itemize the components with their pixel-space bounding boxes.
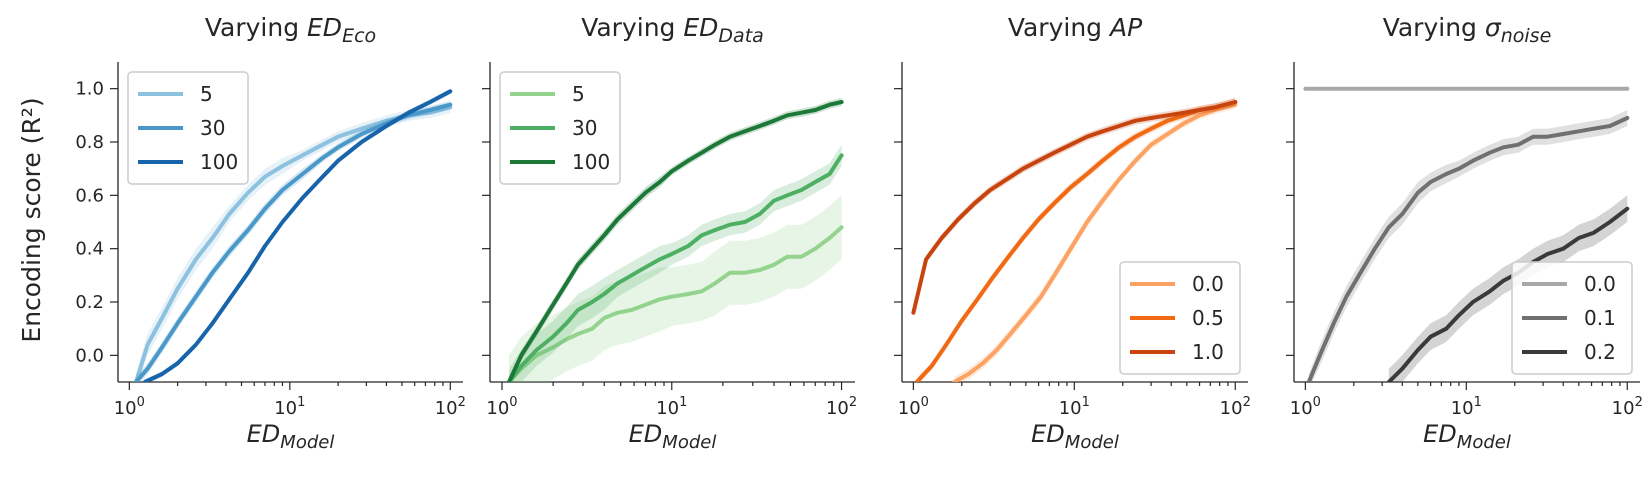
chart-panel-2: Varying EDData EDModel 100 101 102 5 30 100 [482,13,857,453]
series-line-0.1 [1306,116,1630,382]
chart-title: Varying EDEco [205,13,376,47]
series-line-5 [134,105,453,382]
series-band-5 [136,102,451,382]
x-tick-label: 100 [486,395,517,419]
x-tick-label: 101 [1451,395,1482,419]
legend-label: 30 [572,116,597,140]
chart-panel-3: Varying AP EDModel 100 101 102 0.0 0.5 1.0 [894,13,1251,453]
chart-title: Varying σnoise [1383,13,1552,47]
legend-label: 0.2 [1584,340,1616,364]
series-line-0.5 [914,100,1238,382]
x-tick-label: 100 [898,395,929,419]
plot-area [1303,86,1630,382]
series-line-0.2 [1386,206,1630,382]
chart-title: Varying EDData [581,13,764,47]
legend-label: 100 [572,150,610,174]
x-axis-label: EDModel [247,420,335,453]
legend-box [1119,261,1241,375]
y-tick-label: 0.0 [75,345,104,366]
legend-box [1511,261,1633,375]
x-axis-label: EDModel [1031,420,1119,453]
series-band-5 [509,195,842,382]
series-line-5 [507,225,844,382]
x-axis-label: EDModel [1423,420,1511,453]
series-line-100 [142,89,453,382]
series-line-100 [507,100,844,382]
legend-label: 0.0 [1192,272,1224,296]
x-tick-label: 102 [435,395,466,419]
series-band-30 [509,144,842,382]
x-tick-label: 102 [1612,395,1643,419]
legend-box [127,71,249,185]
plot-area [134,88,453,382]
legend-label: 1.0 [1192,340,1224,364]
legend-box [499,71,621,185]
legend-label: 30 [200,116,225,140]
x-tick-label: 101 [1059,395,1090,419]
y-tick-label: 0.6 [75,185,104,206]
y-axis-label: Encoding score (R²) [17,97,46,342]
plot-area [507,98,844,382]
panels: Varying EDEco EDModel 0.0 0.2 0.4 0.6 0.8 1.0 10… [75,13,1642,453]
x-tick-label: 101 [274,395,305,419]
x-tick-label: 101 [656,395,687,419]
series-line-30 [507,153,844,382]
series-line-1.0 [911,100,1238,315]
series-band-0.0 [954,100,1236,382]
plot-area [911,98,1238,382]
legend: 0.0 0.5 1.0 [1119,261,1241,375]
chart-panel-4: Varying σnoise EDModel 100 101 102 0.0 0.1 0.2 [1286,13,1643,453]
series-line-0.0 [952,102,1238,382]
legend-label: 100 [200,150,238,174]
x-tick-label: 102 [1220,395,1251,419]
legend-label: 0.5 [1192,306,1224,330]
legend-label: 5 [200,82,213,106]
y-tick-label: 1.0 [75,79,104,100]
y-tick-label: 0.4 [75,239,104,260]
chart-panel-1: Varying EDEco EDModel 0.0 0.2 0.4 0.6 0.8 1.0 10… [75,13,466,453]
legend-label: 0.0 [1584,272,1616,296]
legend-label: 0.1 [1584,306,1616,330]
x-axis-label: EDModel [629,420,717,453]
legend: 5 30 100 [127,71,249,185]
y-tick-label: 0.8 [75,132,104,153]
x-tick-label: 100 [1290,395,1321,419]
y-tick-label: 0.2 [75,292,104,313]
x-tick-label: 100 [114,395,145,419]
chart-title: Varying AP [1008,13,1143,42]
x-tick-label: 102 [826,395,857,419]
legend: 5 30 100 [499,71,621,185]
series-band-0.2 [1388,195,1628,382]
legend-label: 5 [572,82,585,106]
legend: 0.0 0.1 0.2 [1511,261,1633,375]
